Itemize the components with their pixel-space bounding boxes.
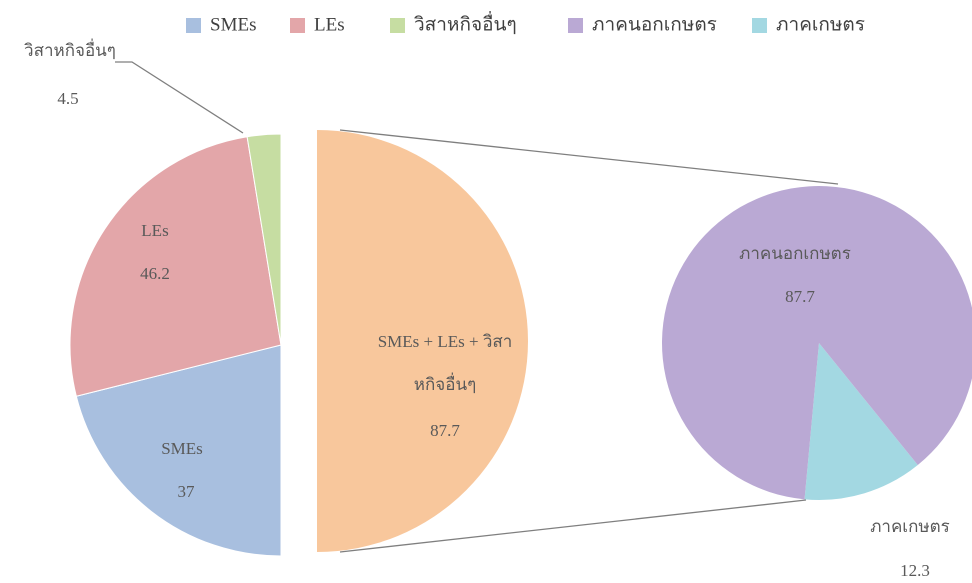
pie-slice — [804, 343, 918, 500]
pie-slice — [246, 133, 282, 346]
legend-label: SMEs — [210, 14, 256, 35]
connector-line — [339, 129, 839, 185]
pie-slice — [662, 186, 972, 500]
data-label-name: ภาคนอกเกษตร — [739, 244, 851, 263]
data-label-value: 87.7 — [785, 287, 815, 306]
connector-line — [339, 499, 807, 553]
legend-label: ภาคนอกเกษตร — [592, 14, 717, 35]
data-label-value: 87.7 — [430, 421, 460, 440]
data-label-name: ภาคเกษตร — [870, 517, 950, 536]
pie-slice — [69, 136, 282, 397]
legend-swatch — [290, 18, 305, 33]
data-label-value: 4.5 — [57, 89, 78, 108]
data-label-value: 12.3 — [900, 561, 930, 580]
legend-label: ภาคเกษตร — [776, 14, 865, 35]
legend-swatch — [186, 18, 201, 33]
legend-swatch — [390, 18, 405, 33]
legend-swatch — [568, 18, 583, 33]
data-label-name: SMEs — [161, 439, 203, 458]
pie-slice — [75, 344, 282, 557]
data-label-name: วิสาหกิจอื่นๆ — [24, 38, 116, 60]
data-label-value: 37 — [178, 482, 196, 501]
legend-label: วิสาหกิจอื่นๆ — [414, 10, 517, 35]
legend-label: LEs — [314, 14, 345, 35]
leader-line — [115, 61, 244, 134]
data-label-name: LEs — [141, 221, 168, 240]
pie-slice — [317, 130, 528, 552]
exploded-label: SMEs + LEs + วิสาหกิจอื่นๆ — [377, 332, 513, 394]
data-label-value: 46.2 — [140, 264, 170, 283]
legend-swatch — [752, 18, 767, 33]
